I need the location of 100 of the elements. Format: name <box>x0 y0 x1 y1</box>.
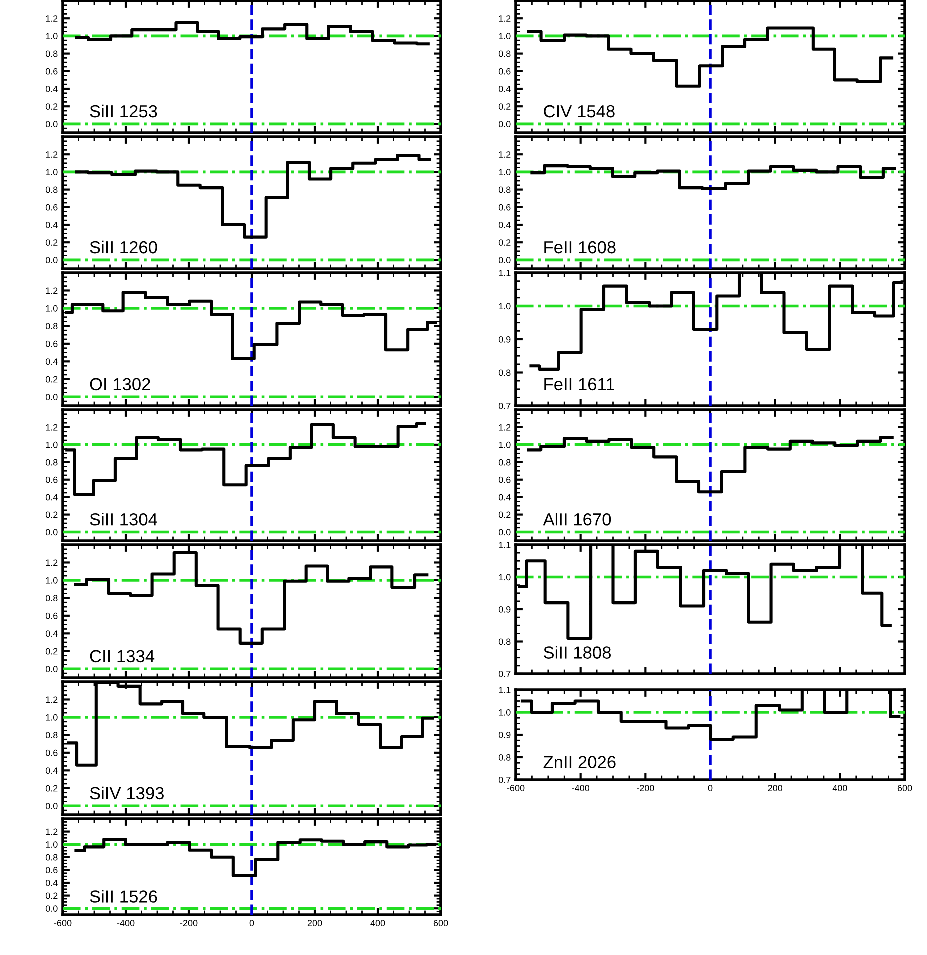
y-tick-label: 0.0 <box>498 121 511 128</box>
y-tick-label: 0.0 <box>46 394 58 400</box>
x-tick-label: 400 <box>832 785 848 792</box>
annotation: SiII 1260 <box>90 240 158 254</box>
y-tick-label: 0.4 <box>46 86 58 92</box>
y-tick-label: 0.0 <box>46 529 58 536</box>
annotation: CII 1334 <box>90 650 155 663</box>
y-tick-label: 1.0 <box>46 714 58 721</box>
annotation: FeII 1611 <box>544 378 614 391</box>
y-tick-label: 1.0 <box>499 303 511 310</box>
annotation: OI 1302 <box>90 378 150 391</box>
y-tick-label: 0.9 <box>498 336 511 343</box>
y-tick-label: 1.0 <box>499 709 511 716</box>
y-tick-label: 0.2 <box>46 785 58 792</box>
y-tick-label: 0.8 <box>498 638 511 646</box>
annotation: SiII 1253 <box>90 104 158 118</box>
y-tick-label: 0.8 <box>46 50 58 58</box>
x-tick-label: -400 <box>117 920 135 926</box>
y-tick-label: 0.8 <box>46 186 58 194</box>
x-tick-label: 0 <box>708 785 713 792</box>
y-tick-label: 1.2 <box>499 16 511 22</box>
y-tick-label: 0.2 <box>498 512 511 518</box>
y-tick-label: 0.8 <box>46 732 58 739</box>
x-tick-label: -200 <box>180 920 198 926</box>
y-tick-label: 0.2 <box>498 104 511 110</box>
annotation: SiII 1526 <box>90 890 158 903</box>
x-tick-label: 200 <box>768 785 783 792</box>
y-tick-label: 0.6 <box>46 612 58 620</box>
annotation: AlII 1670 <box>543 513 612 526</box>
y-tick-label: 0.8 <box>46 459 58 466</box>
x-tick-label: 600 <box>898 785 912 792</box>
y-tick-label: 1.2 <box>499 424 511 431</box>
y-tick-label: 0.4 <box>46 494 58 501</box>
y-tick-label: 1.1 <box>499 687 511 694</box>
y-tick-label: 0.7 <box>498 776 511 784</box>
y-tick-label: 0.0 <box>46 121 58 128</box>
y-tick-label: 0.4 <box>46 358 58 366</box>
y-tick-label: 0.6 <box>46 750 58 756</box>
y-tick-label: 0.0 <box>498 257 511 264</box>
y-tick-label: 0.6 <box>498 68 511 75</box>
y-tick-label: 1.0 <box>499 169 511 176</box>
y-tick-label: 0.6 <box>46 204 58 211</box>
y-tick-label: 1.1 <box>499 542 511 548</box>
y-tick-label: 1.2 <box>46 288 58 294</box>
annotation: CIV 1548 <box>544 105 615 118</box>
y-tick-label: 0.2 <box>46 104 58 110</box>
y-tick-label: 1.0 <box>46 842 58 848</box>
x-tick-label: -600 <box>507 785 525 792</box>
y-tick-label: 0.4 <box>498 494 511 501</box>
y-tick-label: 0.8 <box>46 854 58 861</box>
y-tick-label: 1.2 <box>46 152 58 158</box>
y-tick-label: 0.4 <box>46 768 58 774</box>
x-tick-label: 400 <box>370 920 386 926</box>
y-tick-label: 0.8 <box>498 186 511 194</box>
y-tick-label: 0.4 <box>498 86 511 92</box>
y-tick-label: 0.0 <box>46 666 58 672</box>
y-tick-label: 0.2 <box>46 376 58 383</box>
x-tick-label: 600 <box>434 920 448 926</box>
y-tick-label: 0.0 <box>498 529 511 536</box>
y-tick-label: 1.0 <box>499 574 511 581</box>
y-tick-label: 1.0 <box>46 169 58 176</box>
y-tick-label: 1.2 <box>46 424 58 431</box>
y-tick-label: 1.0 <box>499 442 511 448</box>
x-tick-label: -600 <box>54 920 72 926</box>
y-tick-label: 0.2 <box>46 648 58 655</box>
y-tick-label: 0.7 <box>498 670 511 678</box>
y-tick-label: 0.4 <box>46 630 58 638</box>
y-tick-label: 0.0 <box>46 803 58 810</box>
y-tick-label: 0.6 <box>46 68 58 75</box>
annotation: FeII 1608 <box>544 241 616 254</box>
y-tick-label: 0.6 <box>46 476 58 484</box>
y-tick-label: 0.9 <box>498 732 511 738</box>
y-tick-label: 0.0 <box>46 257 58 264</box>
y-tick-label: 1.0 <box>46 577 58 584</box>
x-tick-label: -400 <box>572 785 590 792</box>
y-tick-label: 0.8 <box>46 323 58 330</box>
y-tick-label: 0.2 <box>46 240 58 246</box>
y-tick-label: 0.6 <box>498 476 511 484</box>
y-tick-label: 0.9 <box>498 606 511 613</box>
y-tick-label: 0.8 <box>498 459 511 466</box>
y-tick-label: 0.6 <box>46 867 58 874</box>
y-tick-label: 0.4 <box>498 222 511 228</box>
y-tick-label: 1.2 <box>46 696 58 704</box>
y-tick-label: 0.2 <box>46 892 58 900</box>
y-tick-label: 0.4 <box>46 222 58 228</box>
y-tick-label: 1.0 <box>499 33 511 40</box>
y-tick-label: 0.4 <box>46 880 58 886</box>
y-tick-label: 0.0 <box>46 906 58 912</box>
y-tick-label: 0.8 <box>498 370 511 376</box>
y-tick-label: 0.7 <box>498 402 511 410</box>
y-tick-label: 0.2 <box>498 240 511 246</box>
y-tick-label: 1.2 <box>499 152 511 158</box>
annotation: SiII 1808 <box>544 646 612 659</box>
y-tick-label: 1.2 <box>46 828 58 836</box>
y-tick-label: 1.0 <box>46 305 58 312</box>
x-tick-label: -200 <box>637 785 654 792</box>
y-tick-label: 1.1 <box>499 270 511 276</box>
y-tick-label: 1.2 <box>46 560 58 566</box>
x-tick-label: 0 <box>250 920 254 926</box>
y-tick-label: 0.6 <box>498 204 511 211</box>
